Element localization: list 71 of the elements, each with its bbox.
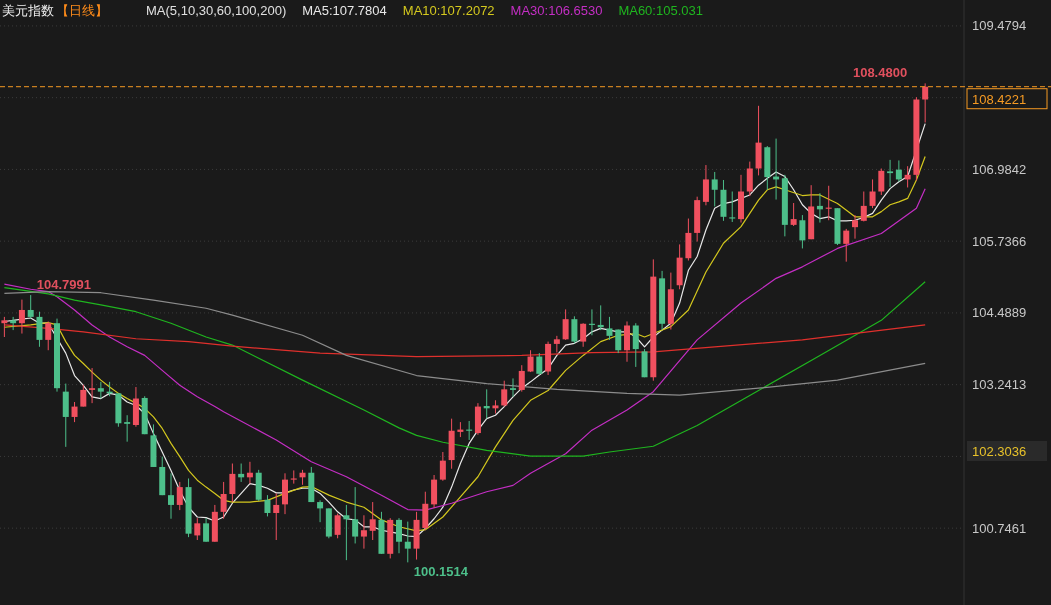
candlestick — [45, 320, 52, 351]
chart-title: 美元指数 — [2, 3, 54, 18]
text: MA30:106.6530 — [510, 3, 603, 18]
candlestick — [580, 322, 587, 348]
candlestick — [317, 499, 324, 523]
candlestick — [396, 517, 403, 554]
candlestick — [562, 308, 569, 341]
candlestick — [571, 315, 578, 344]
candlestick — [89, 367, 96, 404]
candlestick — [1, 316, 8, 338]
candlestick — [290, 469, 297, 485]
candlestick — [518, 364, 525, 393]
candlestick — [799, 214, 806, 249]
candlestick — [632, 322, 639, 368]
y-tick-label: 104.4889 — [972, 305, 1027, 321]
y-tick-label: 109.4794 — [972, 18, 1027, 34]
candlestick — [510, 377, 517, 398]
legend-title: MA(5,10,30,60,100,200) — [146, 3, 287, 18]
candlestick — [220, 481, 227, 520]
candlestick — [352, 486, 359, 544]
candlestick — [711, 171, 718, 207]
text: MA5:107.7804 — [302, 3, 387, 18]
candlestick — [895, 159, 902, 183]
candlestick — [869, 178, 876, 209]
y-tick-label: 106.9842 — [972, 161, 1027, 177]
candlestick — [194, 517, 201, 541]
candlestick — [168, 472, 174, 520]
candlestick — [334, 513, 341, 539]
candlestick — [264, 494, 271, 517]
candlestick — [203, 517, 210, 543]
candlestick — [729, 191, 736, 223]
candlestick — [553, 335, 560, 354]
candlestick — [176, 481, 183, 511]
candlestick — [343, 504, 350, 561]
candlestick — [843, 228, 850, 263]
candlestick — [702, 164, 709, 206]
y-tick-label: 105.7366 — [972, 233, 1027, 249]
line-series — [3, 281, 926, 457]
candlestick — [369, 501, 376, 541]
annotation: 100.1514 — [413, 564, 469, 580]
candlestick — [71, 401, 78, 423]
candlestick — [27, 294, 34, 320]
candlestick — [36, 311, 43, 348]
candlestick — [439, 451, 446, 482]
candlestick — [878, 168, 885, 196]
text: MA60:105.031 — [618, 3, 703, 18]
candlestick — [80, 384, 87, 408]
candlestick — [229, 463, 236, 503]
candlestick — [746, 161, 753, 197]
candlestick — [273, 492, 280, 541]
candlestick — [887, 159, 894, 188]
candlestick — [860, 191, 867, 222]
text: 102.3036 — [972, 444, 1027, 459]
candlestick — [501, 380, 508, 408]
y-tick-label: 100.7461 — [972, 520, 1027, 536]
candlestick — [606, 316, 613, 341]
candlestick — [536, 352, 543, 376]
candlestick — [852, 214, 859, 240]
candlestick — [790, 202, 797, 227]
ref-line-label: 108.4221 — [972, 91, 1027, 107]
candlestick — [404, 521, 411, 563]
candlestick — [360, 514, 367, 550]
line-series — [3, 290, 926, 396]
candlestick — [18, 299, 25, 335]
annotation: 108.4800 — [852, 65, 908, 81]
candlestick — [124, 414, 131, 443]
text: MA10:107.2072 — [402, 3, 495, 18]
annotation: 104.7991 — [36, 277, 91, 293]
y-tick-label: 103.2413 — [972, 377, 1027, 393]
candlestick — [922, 82, 929, 123]
chart-subtitle: 【日线】 — [56, 3, 108, 18]
